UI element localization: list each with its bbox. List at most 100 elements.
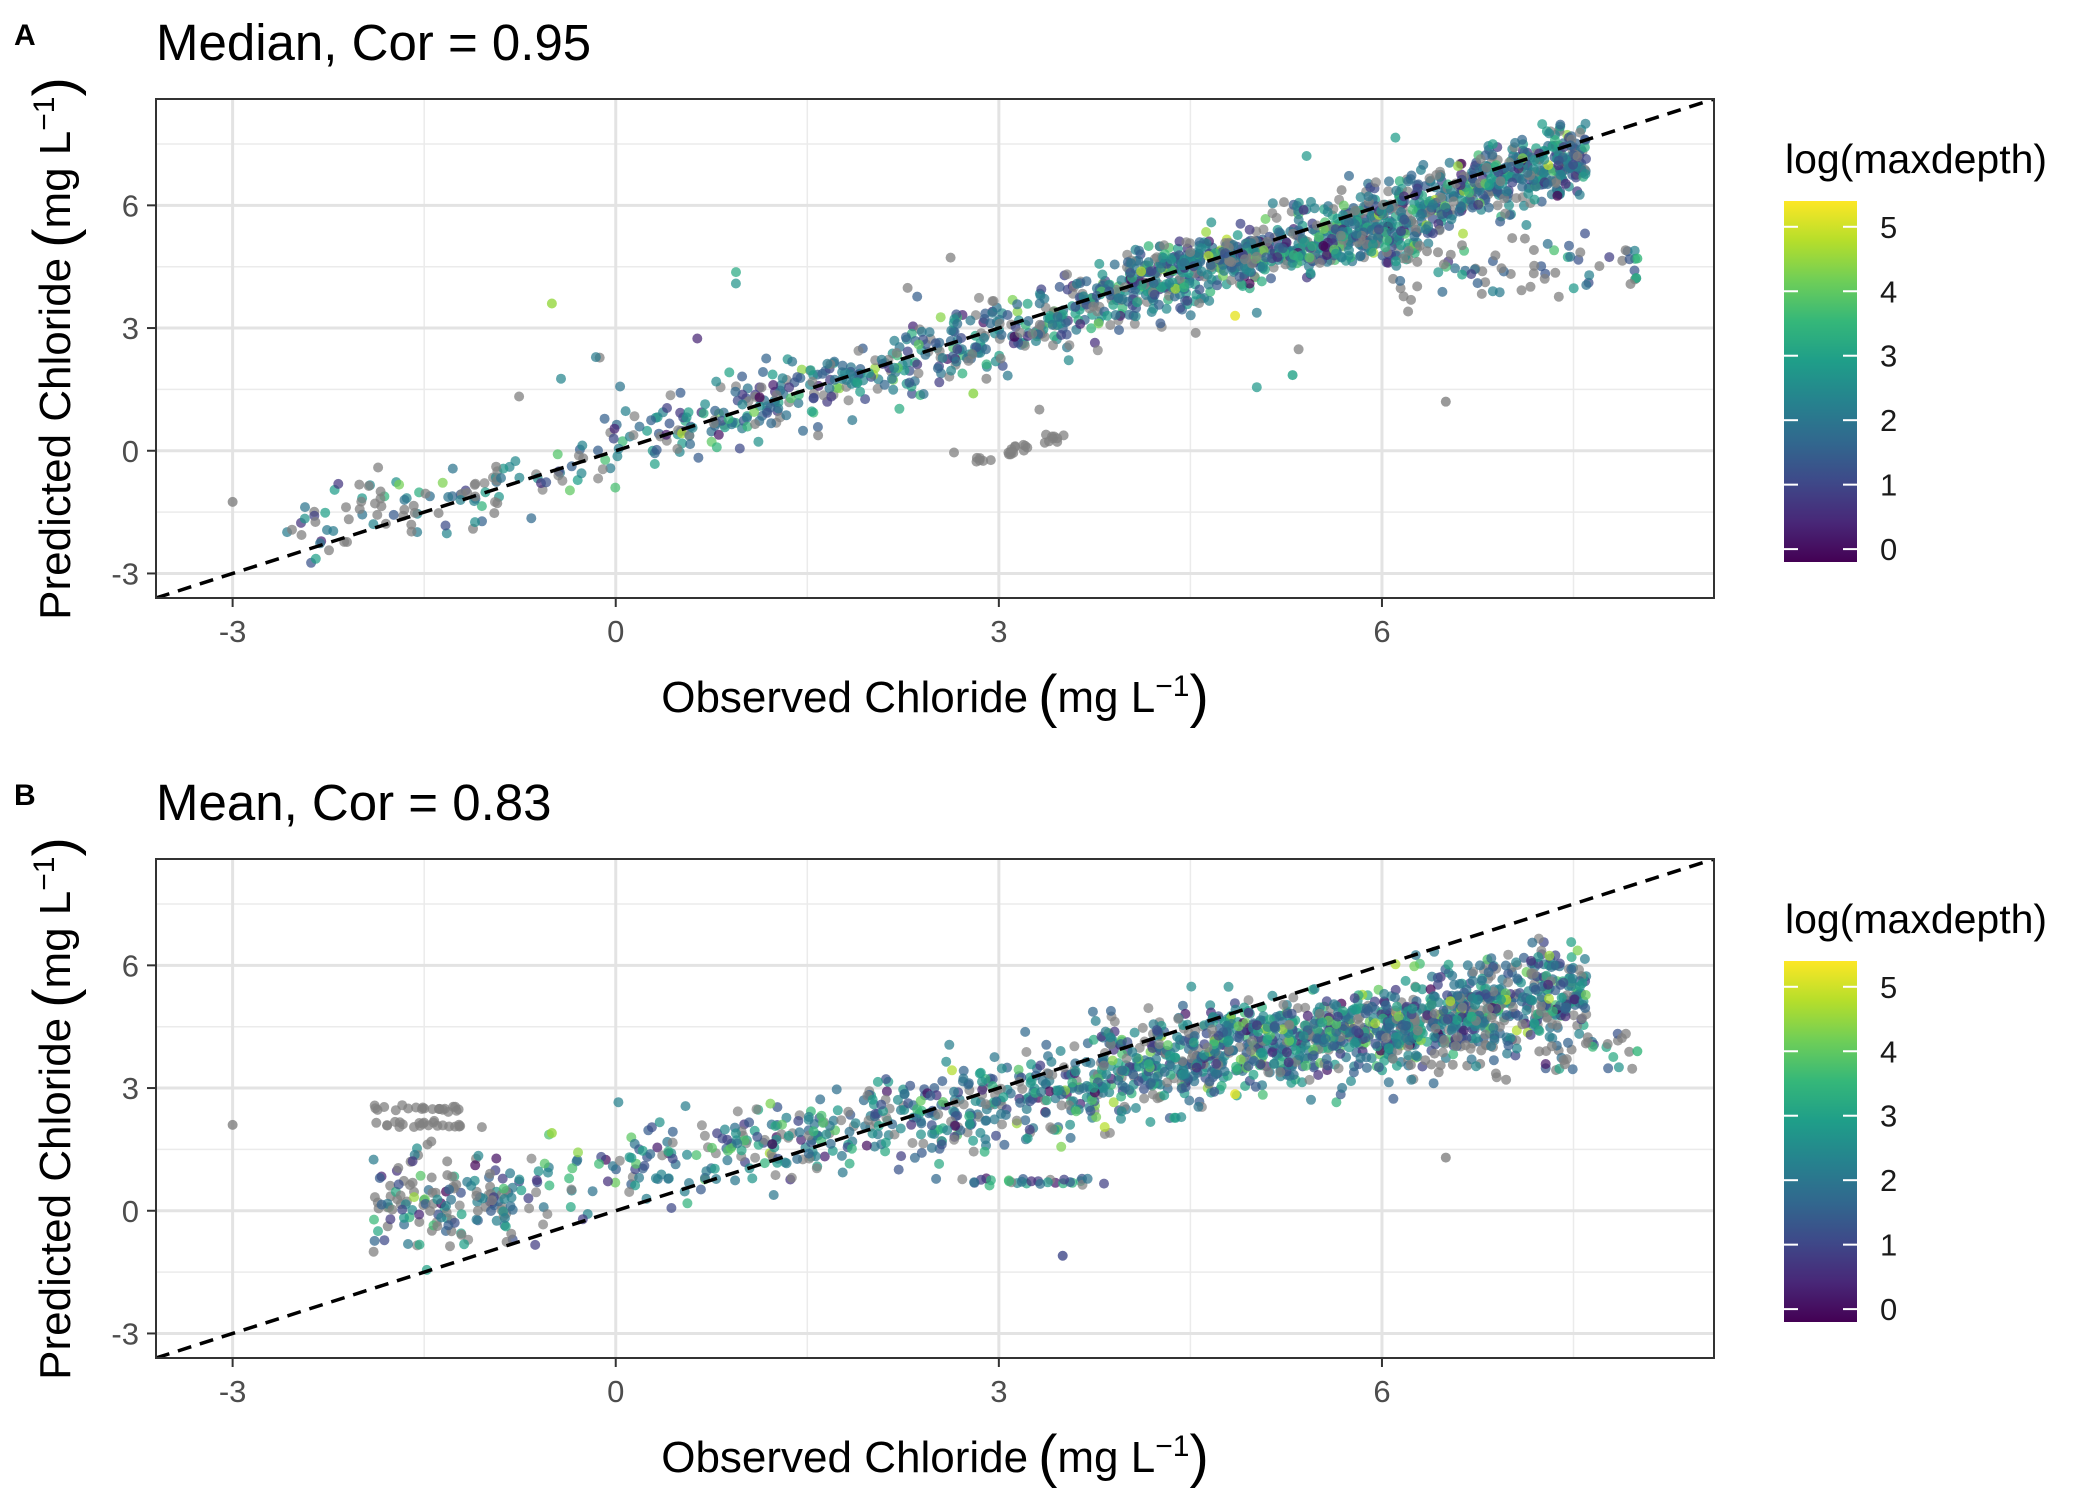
data-point (767, 1139, 778, 1150)
data-point (1437, 286, 1448, 297)
data-point (1305, 268, 1316, 279)
data-point (892, 1094, 903, 1105)
data-point (639, 1160, 650, 1171)
data-point (1406, 294, 1416, 305)
data-point (1370, 1018, 1381, 1029)
data-point (894, 403, 905, 414)
data-point (930, 338, 941, 349)
data-point (628, 430, 639, 441)
data-point (1625, 279, 1636, 289)
data-point (385, 1214, 396, 1225)
data-point (1471, 1033, 1482, 1044)
data-point (1501, 186, 1512, 197)
data-point (1517, 1019, 1528, 1030)
data-point (1332, 1011, 1343, 1022)
colorbar-label: 1 (1880, 1228, 1897, 1263)
data-point (1525, 281, 1536, 292)
data-point (1395, 275, 1406, 286)
data-point (1024, 1124, 1035, 1135)
data-point (1322, 207, 1333, 218)
data-point (1439, 1035, 1450, 1045)
data-point (1539, 154, 1550, 165)
data-point (1429, 1031, 1440, 1042)
x-tick-label: 3 (990, 614, 1007, 649)
data-point (1012, 299, 1023, 310)
x-axis-title: Observed Chloride (mg L−1) (661, 664, 1209, 729)
data-point (784, 382, 795, 393)
colorbar-label: 5 (1880, 970, 1897, 1005)
data-point (1349, 1038, 1360, 1049)
data-point (1224, 1044, 1234, 1055)
data-point (821, 1129, 832, 1140)
data-point (1281, 1047, 1292, 1058)
data-point (376, 1199, 387, 1210)
data-point (1467, 975, 1478, 986)
data-point (1243, 1007, 1254, 1018)
data-point (1519, 233, 1530, 244)
data-point (630, 1180, 641, 1191)
data-point (434, 1104, 445, 1114)
data-point (1348, 1067, 1359, 1078)
data-point (819, 1151, 830, 1162)
data-point (1271, 212, 1282, 223)
data-point (610, 1177, 621, 1188)
data-point (1162, 1077, 1173, 1088)
data-point (499, 1213, 510, 1223)
data-point (860, 394, 871, 405)
data-point (768, 1190, 779, 1200)
data-point (781, 1158, 792, 1169)
data-point (395, 1190, 406, 1201)
data-point (1457, 269, 1468, 280)
data-point (700, 399, 711, 410)
data-point (974, 1068, 985, 1079)
data-point (1022, 298, 1033, 309)
data-point (414, 1239, 425, 1250)
data-point (912, 1104, 923, 1115)
data-point (750, 419, 760, 430)
data-point (937, 353, 948, 363)
data-point (1301, 151, 1312, 161)
colorbar-label: 2 (1880, 403, 1897, 438)
data-point (891, 347, 902, 358)
data-point (388, 509, 399, 520)
data-point (1267, 198, 1278, 209)
data-point (471, 1214, 482, 1225)
data-point (1544, 950, 1555, 961)
data-point (711, 376, 722, 387)
data-point (1366, 210, 1377, 221)
data-point (1312, 1033, 1323, 1044)
data-point (1349, 993, 1360, 1004)
data-point (1078, 1083, 1089, 1094)
data-point (710, 405, 721, 416)
data-point (1318, 240, 1329, 251)
data-point (1370, 177, 1381, 188)
data-point (1383, 257, 1394, 268)
data-point (1343, 217, 1354, 228)
data-point (952, 318, 963, 329)
data-point (1502, 1048, 1513, 1059)
data-point (414, 1209, 425, 1220)
data-point (964, 1119, 975, 1129)
colorbar-label: 0 (1880, 532, 1897, 567)
data-point (1015, 327, 1025, 338)
data-point (737, 371, 748, 382)
axis-title-paren-close: ) (1189, 1424, 1208, 1489)
data-point (454, 1119, 464, 1130)
data-point (1580, 990, 1591, 1000)
data-point (1298, 1031, 1309, 1042)
data-point (1550, 960, 1561, 971)
data-point (796, 1134, 807, 1145)
data-point (1580, 1038, 1591, 1049)
data-point (880, 1137, 891, 1148)
data-point (825, 1138, 836, 1149)
colorbar-label: 1 (1880, 468, 1897, 503)
data-point (593, 473, 604, 484)
data-point (1577, 978, 1588, 989)
data-point (1127, 1047, 1138, 1057)
data-point (1390, 984, 1401, 995)
data-point (1219, 1066, 1230, 1077)
data-point (759, 1158, 770, 1169)
data-point (1129, 318, 1140, 329)
data-point (1632, 253, 1643, 264)
